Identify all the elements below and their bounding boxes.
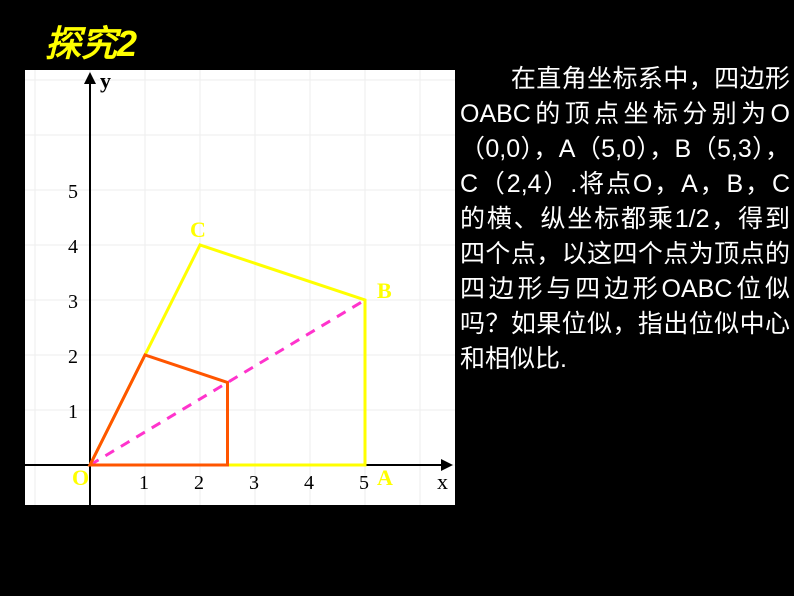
svg-text:2: 2: [68, 346, 78, 368]
svg-text:y: y: [100, 70, 111, 93]
page-title: 探究2: [45, 15, 137, 67]
svg-text:A: A: [377, 465, 393, 490]
svg-text:4: 4: [304, 472, 314, 494]
graph-svg: xy1234512345ABCO: [25, 70, 455, 505]
svg-text:2: 2: [194, 472, 204, 494]
svg-text:B: B: [377, 278, 392, 303]
svg-text:x: x: [437, 469, 448, 494]
coordinate-graph: xy1234512345ABCO: [25, 70, 455, 505]
svg-text:O: O: [72, 465, 89, 490]
svg-text:3: 3: [249, 472, 259, 494]
svg-text:4: 4: [68, 236, 78, 258]
svg-text:1: 1: [68, 401, 78, 423]
svg-text:1: 1: [139, 472, 149, 494]
svg-text:5: 5: [68, 181, 78, 203]
svg-text:C: C: [190, 217, 206, 242]
svg-text:3: 3: [68, 291, 78, 313]
problem-body: 在直角坐标系中，四边形OABC的顶点坐标分别为O（0,0），A（5,0），B（5…: [460, 65, 790, 373]
svg-text:5: 5: [359, 472, 369, 494]
problem-text: 在直角坐标系中，四边形OABC的顶点坐标分别为O（0,0），A（5,0），B（5…: [460, 62, 790, 377]
